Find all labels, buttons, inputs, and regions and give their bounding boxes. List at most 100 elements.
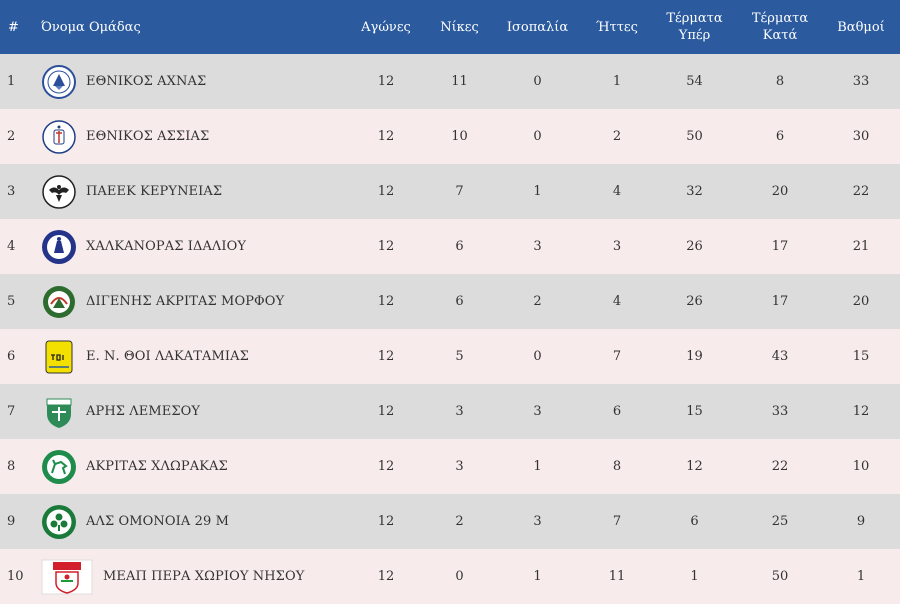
goals-for-cell: 6 — [690, 514, 699, 529]
wins-cell: 3 — [455, 404, 464, 419]
points-cell: 9 — [856, 514, 866, 529]
losses-cell: 4 — [612, 184, 622, 199]
table-body: 1 ΕΘΝΙΚΟΣ ΑΧΝΑΣ 12 11 0 1 54 8 33 2 — [0, 54, 900, 604]
header-goals-for-line2: Υπέρ — [678, 28, 711, 43]
losses-cell: 3 — [612, 239, 622, 254]
rank-cell: 3 — [7, 184, 16, 199]
rank-cell: 4 — [7, 239, 16, 254]
goals-for-cell: 54 — [686, 74, 703, 89]
team-cell: ΑΡΗΣ ΛΕΜΕΣΟΥ — [38, 384, 345, 439]
played-cell: 12 — [377, 569, 395, 584]
team-name[interactable]: ΑΚΡΙΤΑΣ ΧΛΩΡΑΚΑΣ — [86, 459, 228, 474]
table-row: 6 Ε. Ν. ΘΟΙ ΛΑΚΑΤΑΜΙΑΣ 12 5 0 7 19 43 15 — [0, 329, 900, 384]
wins-cell: 11 — [451, 74, 468, 89]
losses-cell: 1 — [612, 74, 622, 89]
goals-for-cell: 26 — [686, 239, 703, 254]
played-cell: 12 — [377, 514, 395, 529]
akritas-logo — [41, 449, 77, 485]
played-cell: 12 — [377, 129, 395, 144]
header-goals-for-line1: Τέρματα — [666, 11, 723, 26]
rank-cell: 8 — [7, 459, 16, 474]
rank-cell: 7 — [7, 404, 16, 419]
table-row: 10 ΜΕΑΠ ΠΕΡΑ ΧΩΡΙΟΥ ΝΗΣΟΥ 12 0 1 11 1 50… — [0, 549, 900, 604]
team-cell: ΑΛΣ ΟΜΟΝΟΙΑ 29 Μ — [38, 494, 345, 549]
header-goals-against[interactable]: Τέρματα Κατά — [738, 0, 822, 54]
goals-for-cell: 32 — [686, 184, 703, 199]
header-played[interactable]: Αγώνες — [361, 19, 411, 35]
team-name[interactable]: ΧΑΛΚΑΝΟΡΑΣ ΙΔΑΛΙΟΥ — [86, 239, 247, 254]
played-cell: 12 — [377, 294, 395, 309]
rank-cell: 10 — [7, 569, 24, 584]
losses-cell: 2 — [612, 129, 622, 144]
digenis-logo — [41, 284, 77, 320]
table-header: # Όνομα Ομάδας Αγώνες Νίκες Ισοπαλία Ήττ… — [0, 0, 900, 54]
draws-cell: 0 — [533, 74, 542, 89]
rank-cell: 1 — [7, 74, 16, 89]
goals-for-cell: 12 — [686, 459, 703, 474]
goals-for-cell: 15 — [686, 404, 703, 419]
team-cell: ΠΑΕΕΚ ΚΕΡΥΝΕΙΑΣ — [38, 164, 345, 219]
table-row: 2 ΕΘΝΙΚΟΣ ΑΣΣΙΑΣ 12 10 0 2 50 6 30 — [0, 109, 900, 164]
draws-cell: 3 — [533, 514, 542, 529]
losses-cell: 8 — [612, 459, 622, 474]
goals-for-cell: 1 — [690, 569, 699, 584]
header-draws[interactable]: Ισοπαλία — [506, 19, 569, 35]
played-cell: 12 — [377, 74, 395, 89]
paeek-logo — [41, 174, 77, 210]
played-cell: 12 — [377, 184, 395, 199]
rank-cell: 2 — [7, 129, 16, 144]
draws-cell: 0 — [533, 349, 542, 364]
team-cell: ΕΘΝΙΚΟΣ ΑΧΝΑΣ — [38, 54, 345, 109]
team-cell: ΔΙΓΕΝΗΣ ΑΚΡΙΤΑΣ ΜΟΡΦΟΥ — [38, 274, 345, 329]
points-cell: 33 — [852, 74, 870, 89]
goals-against-cell: 50 — [771, 569, 789, 584]
losses-cell: 6 — [612, 404, 622, 419]
aris-logo — [41, 394, 77, 430]
losses-cell: 7 — [612, 349, 622, 364]
points-cell: 20 — [852, 294, 870, 309]
team-name[interactable]: ΑΡΗΣ ΛΕΜΕΣΟΥ — [86, 404, 201, 419]
team-name[interactable]: Ε. Ν. ΘΟΙ ΛΑΚΑΤΑΜΙΑΣ — [86, 349, 249, 364]
wins-cell: 0 — [455, 569, 464, 584]
team-name[interactable]: ΠΑΕΕΚ ΚΕΡΥΝΕΙΑΣ — [86, 184, 223, 199]
header-goals-against-line1: Τέρματα — [751, 11, 809, 26]
team-name[interactable]: ΕΘΝΙΚΟΣ ΑΣΣΙΑΣ — [86, 129, 210, 144]
goals-against-cell: 6 — [775, 129, 785, 144]
goals-against-cell: 25 — [771, 514, 789, 529]
omonoia-29m-logo — [41, 504, 77, 540]
table-row: 9 ΑΛΣ ΟΜΟΝΟΙΑ 29 Μ 12 2 3 7 6 25 9 — [0, 494, 900, 549]
header-goals-for[interactable]: Τέρματα Υπέρ — [651, 0, 738, 54]
goals-against-cell: 17 — [771, 294, 789, 309]
goals-for-cell: 19 — [686, 349, 703, 364]
header-rank[interactable]: # — [8, 19, 19, 35]
header-team[interactable]: Όνομα Ομάδας — [41, 19, 141, 35]
played-cell: 12 — [377, 239, 395, 254]
wins-cell: 3 — [455, 459, 464, 474]
table-row: 5 ΔΙΓΕΝΗΣ ΑΚΡΙΤΑΣ ΜΟΡΦΟΥ 12 6 2 4 26 17 … — [0, 274, 900, 329]
team-name[interactable]: ΑΛΣ ΟΜΟΝΟΙΑ 29 Μ — [86, 514, 230, 529]
table-row: 1 ΕΘΝΙΚΟΣ ΑΧΝΑΣ 12 11 0 1 54 8 33 — [0, 54, 900, 109]
team-cell: ΑΚΡΙΤΑΣ ΧΛΩΡΑΚΑΣ — [38, 439, 345, 494]
table-row: 8 ΑΚΡΙΤΑΣ ΧΛΩΡΑΚΑΣ 12 3 1 8 12 22 10 — [0, 439, 900, 494]
points-cell: 10 — [852, 459, 870, 474]
header-wins[interactable]: Νίκες — [440, 19, 479, 35]
team-name[interactable]: ΕΘΝΙΚΟΣ ΑΧΝΑΣ — [86, 74, 207, 89]
draws-cell: 1 — [533, 459, 542, 474]
ethnikos-assias-logo — [41, 119, 77, 155]
ethnikos-achnas-logo — [41, 64, 77, 100]
wins-cell: 7 — [455, 184, 464, 199]
draws-cell: 0 — [533, 129, 542, 144]
team-cell: Ε. Ν. ΘΟΙ ΛΑΚΑΤΑΜΙΑΣ — [38, 329, 345, 384]
header-points[interactable]: Βαθμοί — [837, 19, 885, 35]
goals-against-cell: 20 — [771, 184, 789, 199]
team-name[interactable]: ΔΙΓΕΝΗΣ ΑΚΡΙΤΑΣ ΜΟΡΦΟΥ — [86, 294, 285, 309]
points-cell: 15 — [852, 349, 870, 364]
losses-cell: 11 — [608, 569, 626, 584]
draws-cell: 1 — [533, 184, 542, 199]
draws-cell: 1 — [533, 569, 542, 584]
team-name[interactable]: ΜΕΑΠ ΠΕΡΑ ΧΩΡΙΟΥ ΝΗΣΟΥ — [103, 569, 305, 584]
header-losses[interactable]: Ήττες — [596, 19, 638, 35]
goals-against-cell: 17 — [771, 239, 789, 254]
goals-against-cell: 8 — [775, 74, 785, 89]
